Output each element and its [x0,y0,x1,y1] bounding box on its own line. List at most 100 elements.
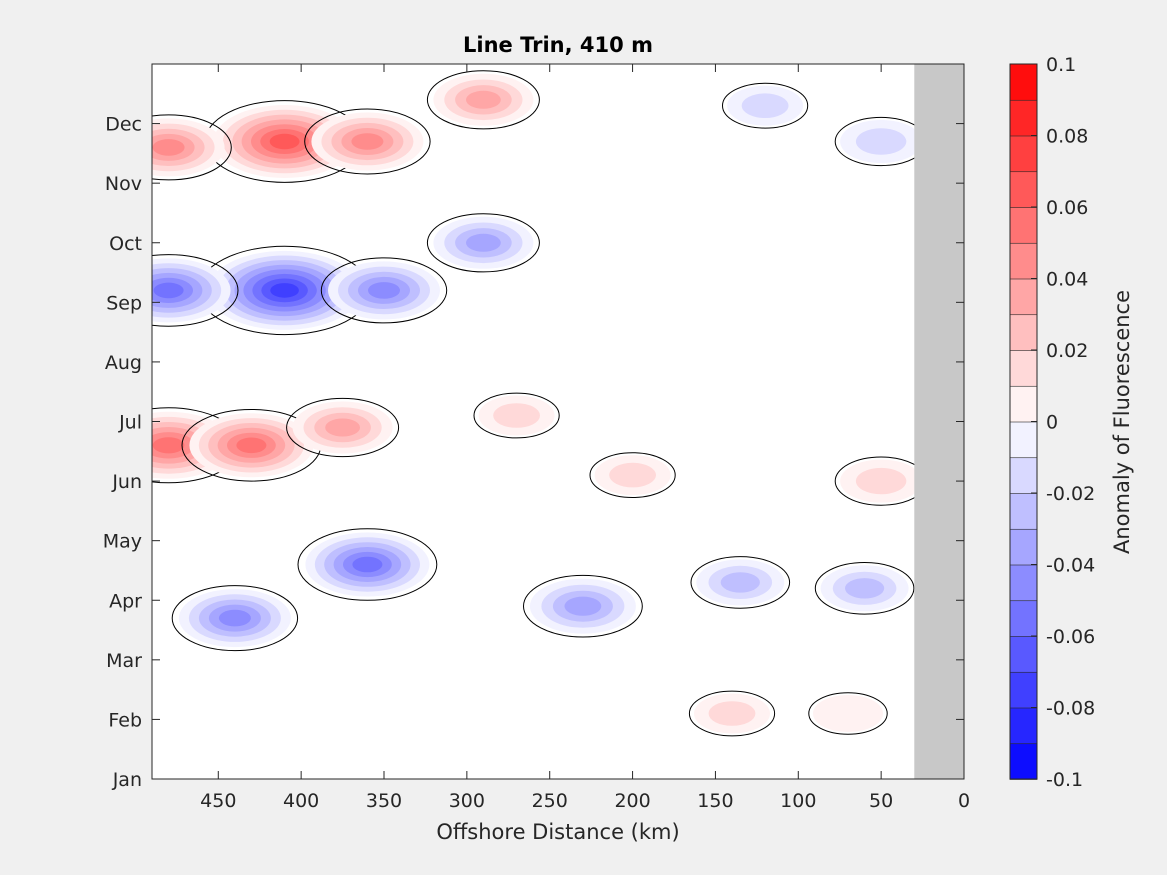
contour-band [720,572,760,593]
zero-contour-line [286,397,400,458]
colorbar-tick-label: -0.04 [1046,555,1095,577]
anomaly-blob [286,397,400,458]
colorbar-label: Anomaly of Fluorescence [1110,290,1134,554]
colorbar-swatch [1009,599,1038,637]
x-tick-label: 100 [780,790,816,812]
anomaly-blob [426,213,540,273]
y-tick-label: Nov [105,173,142,195]
zero-contour-line [152,254,239,327]
colorbar-tick-label: 0.02 [1046,340,1088,362]
anomaly-blob [814,562,915,615]
colorbar-tick-label: 0 [1046,412,1058,434]
colorbar-swatch [1009,385,1038,423]
colorbar-swatch [1009,635,1038,673]
colorbar-swatch [1009,671,1038,709]
contour-band [813,695,883,732]
anomaly-blob [152,114,232,181]
plot-area: 450 400 350 300 250 200 150 100 50 0 Jan Feb Mar Apr… [103,0,970,812]
anomaly-field [152,0,928,737]
zero-contour-line [722,82,809,129]
x-tick-label: 350 [366,790,402,812]
anomaly-blob [834,456,928,506]
zero-contour-line [152,114,232,181]
contour-band [270,283,299,298]
contour-band [368,282,400,299]
zero-contour-line [297,528,438,601]
y-tick-label: Jan [112,769,142,791]
x-tick-label: 150 [697,790,733,812]
colorbar-swatch [1009,742,1038,780]
anomaly-blob [808,692,888,735]
colorbar-tick-label: -0.1 [1046,769,1083,791]
colorbar-ticks: 0.1 0.08 0.06 0.04 0.02 0 -0.02 -0.04 -0.06 -0.08… [1031,54,1095,791]
x-axis-label: Offshore Distance (km) [436,820,679,844]
contour-band [152,437,185,454]
colorbar-tick-label: 0.04 [1046,269,1088,291]
x-tick-label: 450 [200,790,236,812]
colorbar-swatch [1009,242,1038,280]
zero-contour-line [320,257,448,324]
contour-band [351,133,384,150]
colorbar-tick-label: 0.08 [1046,126,1088,148]
contour-band [609,462,656,488]
contour-band [256,14,313,43]
contour-band [741,93,789,118]
contour-band [493,403,540,428]
x-tick-label: 50 [869,790,893,812]
anomaly-blob [197,245,372,336]
anomaly-blob [426,70,540,130]
contour-band [269,133,300,150]
contour-band [152,139,185,156]
colorbar-swatch [1009,278,1038,316]
zero-contour-line [808,692,888,735]
y-tick-label: Feb [108,709,142,731]
anomaly-blob [589,452,676,499]
contour-band [267,19,302,37]
anomaly-blob [204,100,365,183]
colorbar-swatch [1009,313,1038,351]
x-axis: 450 400 350 300 250 200 150 100 50 0 [200,64,970,812]
colorbar-swatch [1009,492,1038,530]
zero-contour-line [426,70,540,130]
contour-band [235,2,335,54]
anomaly-blob [722,82,809,129]
colorbar-swatch [1009,456,1038,494]
colorbar-swatch [1009,63,1038,101]
anomaly-blob [473,392,560,439]
anomaly-blob [152,254,239,327]
colorbar-tick-label: -0.02 [1046,483,1095,505]
anomaly-blob [690,556,791,609]
colorbar-swatch [1009,349,1038,387]
anomaly-blob [229,0,341,57]
zero-contour-line [523,574,643,638]
zero-contour-line [473,392,560,439]
zero-contour-line [229,0,341,57]
contour-band [218,609,251,627]
colorbar-swatches [1009,63,1038,780]
colorbar: 0.1 0.08 0.06 0.04 0.02 0 -0.02 -0.04 -0.06 -0.08… [1009,54,1134,791]
colorbar-swatch [1009,206,1038,244]
colorbar-tick-label: 0.1 [1046,54,1076,76]
y-tick-label: May [103,531,142,553]
anomaly-blob [834,116,928,167]
y-tick-label: Apr [109,590,142,612]
colorbar-swatch [1009,528,1038,566]
zero-contour-line [814,562,915,615]
x-tick-label: 300 [449,790,485,812]
chart-title: Line Trin, 410 m [463,33,653,57]
anomaly-blob [688,690,776,737]
anomaly-blob [181,409,322,482]
anomaly-blob [523,574,643,638]
colorbar-swatch [1009,707,1038,745]
anomaly-blob [320,257,448,324]
contour-band [352,556,383,573]
contour-band [855,467,907,495]
y-tick-label: Aug [105,352,142,374]
contour-band [845,578,885,599]
contour-band [246,8,324,49]
anomaly-blob [171,585,299,652]
colorbar-swatch [1009,170,1038,208]
y-tick-label: Jul [118,412,142,434]
y-tick-label: Jun [111,471,142,493]
